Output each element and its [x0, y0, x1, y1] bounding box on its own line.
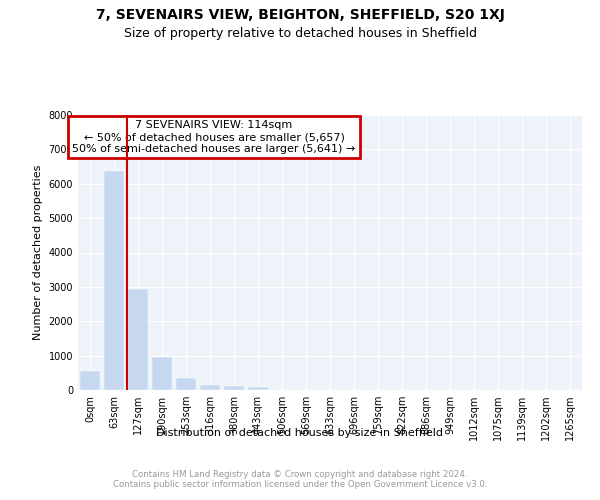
Bar: [224, 386, 244, 390]
Y-axis label: Number of detached properties: Number of detached properties: [33, 165, 43, 340]
Bar: [80, 371, 100, 390]
Text: 7, SEVENAIRS VIEW, BEIGHTON, SHEFFIELD, S20 1XJ: 7, SEVENAIRS VIEW, BEIGHTON, SHEFFIELD, …: [95, 8, 505, 22]
Text: Size of property relative to detached houses in Sheffield: Size of property relative to detached ho…: [124, 28, 476, 40]
Text: Distribution of detached houses by size in Sheffield: Distribution of detached houses by size …: [157, 428, 443, 438]
Text: 7 SEVENAIRS VIEW: 114sqm
← 50% of detached houses are smaller (5,657)
50% of sem: 7 SEVENAIRS VIEW: 114sqm ← 50% of detach…: [73, 120, 356, 154]
Bar: [104, 170, 124, 390]
Bar: [248, 388, 268, 390]
Bar: [200, 385, 220, 390]
Bar: [128, 288, 148, 390]
Bar: [152, 357, 172, 390]
Bar: [176, 378, 196, 390]
Text: Contains HM Land Registry data © Crown copyright and database right 2024.
Contai: Contains HM Land Registry data © Crown c…: [113, 470, 487, 490]
